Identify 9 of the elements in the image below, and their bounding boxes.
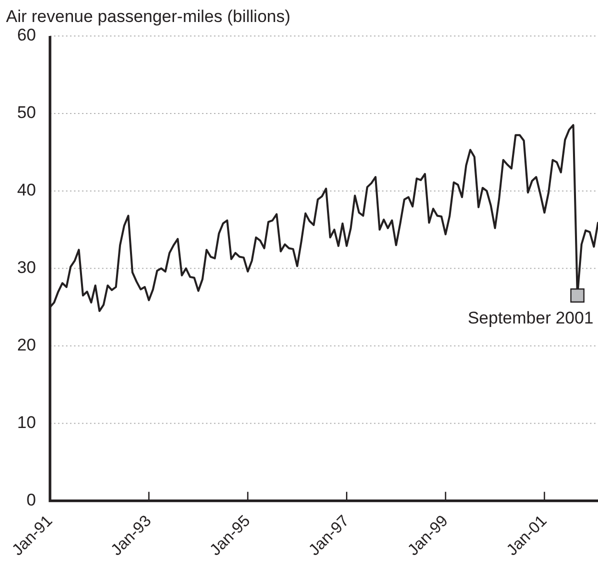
y-tick-label: 10 <box>17 413 36 432</box>
y-tick-label: 50 <box>17 103 36 122</box>
y-tick-label: 60 <box>17 26 36 45</box>
y-axis-title: Air revenue passenger-miles (billions) <box>6 7 290 26</box>
y-tick-label: 20 <box>17 336 36 355</box>
y-tick-label: 40 <box>17 180 36 200</box>
y-tick-label: 30 <box>17 258 36 278</box>
annotation: September 2001 <box>468 308 594 328</box>
y-tick-label: 0 <box>26 490 36 510</box>
